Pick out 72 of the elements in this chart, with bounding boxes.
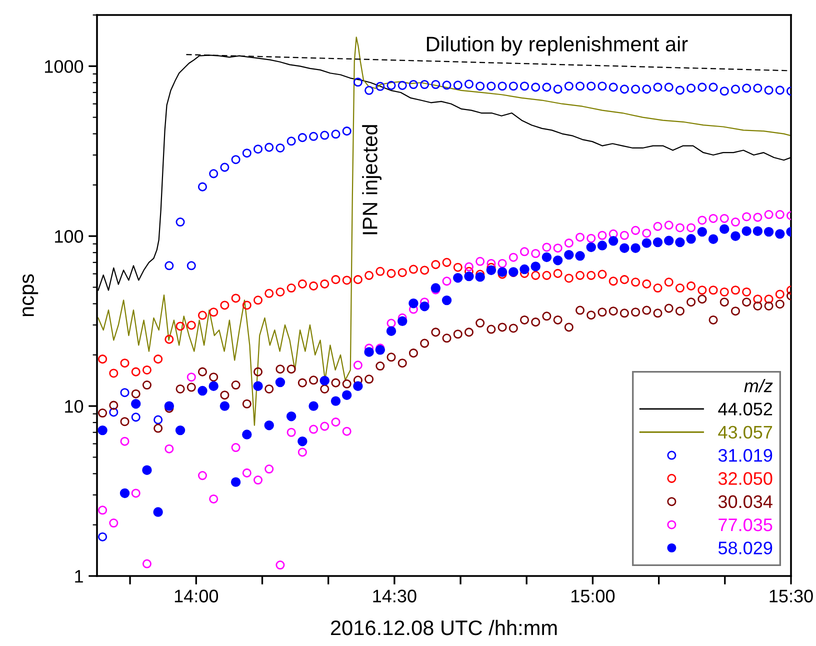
legend-title: m/z	[744, 379, 773, 392]
point	[598, 230, 607, 240]
y-tick-label: 100	[55, 230, 84, 243]
point	[109, 518, 118, 528]
point	[708, 214, 718, 223]
line-series	[98, 36, 791, 426]
x-tick-label: 14:30	[373, 590, 416, 602]
point	[698, 216, 707, 225]
legend-label: 58.029	[718, 542, 772, 554]
legend-label: 31.019	[718, 448, 772, 462]
point	[198, 471, 207, 480]
point	[576, 232, 585, 242]
point	[242, 468, 252, 478]
point	[564, 238, 574, 248]
point	[608, 229, 618, 238]
point	[276, 560, 285, 570]
legend-label: 30.034	[718, 495, 772, 508]
legend-label: 77.035	[718, 518, 772, 532]
point	[686, 223, 696, 232]
point	[253, 476, 263, 485]
point	[664, 220, 674, 230]
point	[120, 436, 130, 446]
point	[642, 228, 652, 238]
point	[720, 214, 729, 223]
point	[476, 256, 485, 266]
point	[542, 242, 552, 252]
point	[331, 418, 340, 427]
point	[775, 210, 784, 220]
point	[186, 372, 196, 382]
point	[498, 258, 507, 268]
annotation: Dilution by replenishment air	[426, 36, 688, 56]
point	[631, 226, 640, 235]
legend-label: 43.057	[718, 426, 772, 439]
point	[298, 448, 307, 457]
point	[675, 223, 684, 232]
legend-label: 32.050	[718, 472, 772, 485]
point	[142, 559, 152, 568]
point	[531, 248, 540, 258]
x-axis-title: 2016.12.08 UTC /hh:mm	[330, 620, 557, 636]
y-tick-label: 10	[65, 400, 84, 413]
x-tick-label: 14:00	[174, 590, 218, 602]
point	[653, 222, 662, 231]
point	[286, 428, 296, 437]
point	[98, 506, 108, 515]
point	[520, 247, 530, 256]
point	[264, 464, 274, 474]
point	[164, 444, 174, 454]
point	[320, 422, 330, 431]
y-axis-title: ncps	[22, 274, 38, 316]
y-tick-label: 1	[75, 570, 83, 583]
y-tick-label: 1000	[45, 60, 84, 73]
point	[464, 262, 474, 272]
point	[231, 443, 240, 452]
point	[753, 212, 762, 222]
point	[730, 218, 740, 227]
point	[620, 230, 629, 240]
point	[742, 212, 752, 222]
x-tick-label: 15:30	[770, 590, 813, 602]
annotation: IPN injected	[362, 125, 382, 234]
point	[353, 360, 362, 370]
point	[442, 276, 452, 286]
point	[309, 424, 318, 434]
x-tick-label: 15:00	[572, 590, 615, 602]
point	[764, 210, 774, 220]
legend-label: 44.052	[718, 402, 772, 416]
point	[586, 234, 596, 243]
point	[553, 244, 562, 253]
point	[508, 252, 518, 262]
point	[386, 318, 396, 328]
point	[209, 494, 218, 504]
point	[342, 426, 352, 436]
point	[131, 488, 140, 498]
